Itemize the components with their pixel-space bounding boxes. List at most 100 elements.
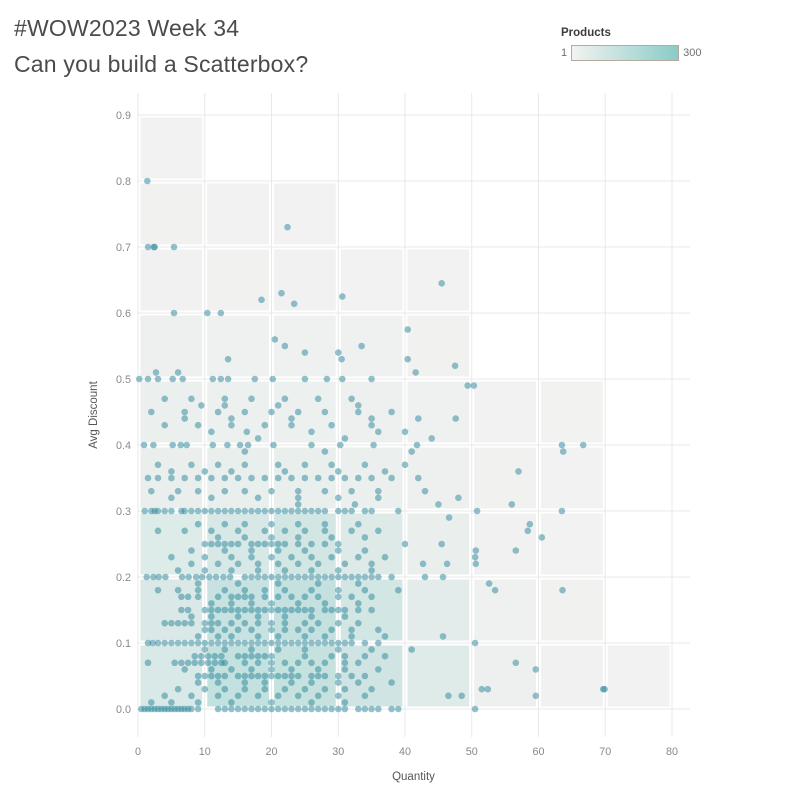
scatter-point[interactable]	[228, 606, 235, 614]
scatter-point[interactable]	[269, 375, 277, 383]
scatter-point[interactable]	[234, 527, 242, 535]
scatter-point[interactable]	[243, 428, 251, 436]
scatter-point[interactable]	[248, 540, 255, 548]
scatter-point[interactable]	[217, 375, 225, 383]
scatter-point[interactable]	[261, 639, 269, 647]
scatter-point[interactable]	[348, 573, 355, 581]
scatter-point[interactable]	[361, 705, 369, 713]
scatter-point[interactable]	[341, 573, 349, 581]
scatter-point[interactable]	[368, 593, 375, 601]
scatter-point[interactable]	[335, 507, 342, 515]
scatter-point[interactable]	[201, 540, 209, 548]
scatter-point[interactable]	[234, 692, 242, 700]
scatter-point[interactable]	[201, 606, 209, 614]
scatter-point[interactable]	[274, 580, 282, 587]
scatter-point[interactable]	[184, 606, 192, 614]
scatter-point[interactable]	[288, 421, 295, 429]
scatter-point[interactable]	[335, 468, 342, 475]
scatter-point[interactable]	[335, 593, 342, 601]
scatter-point[interactable]	[294, 560, 302, 568]
scatter-point[interactable]	[178, 573, 186, 581]
scatter-point[interactable]	[170, 243, 178, 251]
scatter-point[interactable]	[294, 692, 302, 700]
scatter-point[interactable]	[148, 487, 155, 495]
scatter-point[interactable]	[288, 573, 295, 581]
scatter-point[interactable]	[301, 349, 309, 356]
scatter-point[interactable]	[188, 705, 195, 713]
scatter-point[interactable]	[308, 613, 315, 620]
scatter-point[interactable]	[308, 626, 315, 634]
scatter-point[interactable]	[375, 428, 382, 436]
scatter-point[interactable]	[274, 646, 282, 653]
scatter-point[interactable]	[558, 507, 566, 515]
scatter-point[interactable]	[208, 507, 215, 515]
scatter-point[interactable]	[439, 633, 447, 640]
scatter-point[interactable]	[224, 355, 232, 363]
scatter-point[interactable]	[321, 540, 329, 548]
scatter-point[interactable]	[281, 606, 289, 614]
scatter-point[interactable]	[472, 547, 480, 554]
scatter-point[interactable]	[308, 553, 315, 561]
scatter-point[interactable]	[452, 415, 460, 422]
scatter-point[interactable]	[228, 421, 235, 429]
scatter-point[interactable]	[368, 474, 375, 482]
scatter-point[interactable]	[368, 507, 375, 515]
scatter-point[interactable]	[348, 395, 355, 403]
scatter-point[interactable]	[254, 560, 262, 568]
scatter-point[interactable]	[321, 639, 329, 647]
scatter-point[interactable]	[301, 474, 309, 482]
scatter-point[interactable]	[221, 672, 229, 680]
scatter-point[interactable]	[281, 639, 289, 647]
scatter-point[interactable]	[214, 540, 222, 548]
scatter-point[interactable]	[228, 639, 235, 647]
scatter-point[interactable]	[241, 487, 249, 495]
scatter-point[interactable]	[251, 375, 259, 383]
density-cell[interactable]	[140, 315, 203, 377]
scatter-point[interactable]	[254, 507, 262, 515]
scatter-point[interactable]	[341, 699, 349, 706]
scatter-point[interactable]	[234, 639, 242, 647]
scatter-point[interactable]	[254, 692, 262, 700]
scatter-point[interactable]	[198, 652, 205, 660]
scatter-point[interactable]	[328, 705, 335, 713]
scatter-point[interactable]	[321, 606, 329, 614]
scatter-point[interactable]	[168, 639, 175, 647]
scatter-point[interactable]	[294, 626, 302, 634]
scatter-point[interactable]	[194, 593, 202, 601]
scatter-point[interactable]	[261, 705, 269, 713]
scatter-point[interactable]	[228, 619, 235, 627]
scatter-point[interactable]	[321, 685, 329, 693]
scatter-point[interactable]	[524, 527, 532, 535]
scatter-point[interactable]	[412, 369, 420, 376]
scatter-point[interactable]	[228, 415, 235, 422]
scatter-point[interactable]	[361, 639, 369, 647]
scatter-point[interactable]	[388, 408, 395, 416]
scatter-point[interactable]	[335, 672, 342, 680]
scatter-point[interactable]	[335, 692, 342, 700]
scatter-point[interactable]	[228, 699, 235, 706]
scatter-point[interactable]	[270, 441, 277, 449]
scatter-point[interactable]	[308, 540, 315, 548]
scatter-point[interactable]	[301, 573, 309, 581]
scatter-point[interactable]	[341, 652, 349, 660]
scatter-point[interactable]	[321, 408, 329, 416]
scatter-point[interactable]	[361, 652, 369, 660]
scatter-point[interactable]	[361, 461, 369, 469]
scatter-point[interactable]	[188, 560, 195, 568]
scatter-point[interactable]	[395, 586, 402, 594]
scatter-point[interactable]	[228, 666, 235, 673]
scatter-point[interactable]	[261, 421, 269, 429]
scatter-point[interactable]	[290, 300, 298, 308]
scatter-point[interactable]	[323, 375, 331, 383]
density-cell[interactable]	[607, 645, 670, 707]
scatter-point[interactable]	[254, 613, 262, 620]
scatter-point[interactable]	[198, 402, 205, 409]
scatter-point[interactable]	[191, 659, 198, 667]
scatter-point[interactable]	[491, 586, 499, 594]
scatter-point[interactable]	[208, 613, 215, 620]
scatter-point[interactable]	[355, 705, 362, 713]
scatter-point[interactable]	[248, 600, 255, 607]
scatter-point[interactable]	[471, 639, 479, 647]
scatter-point[interactable]	[261, 540, 269, 548]
